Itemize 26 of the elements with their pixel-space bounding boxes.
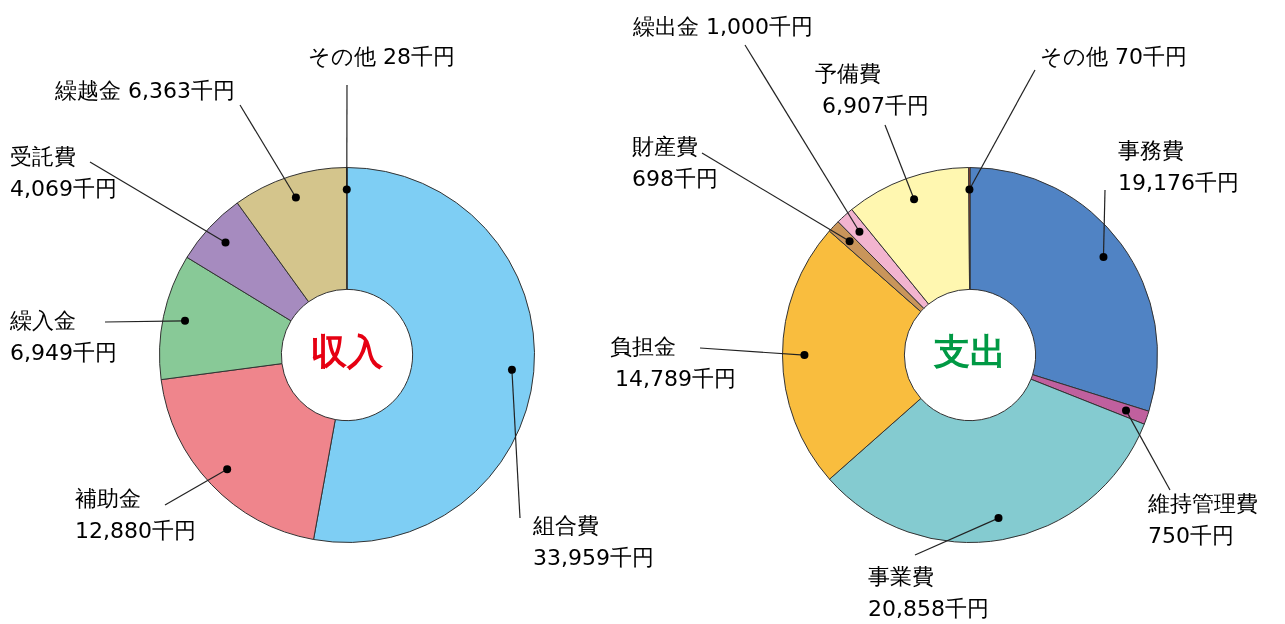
text: 収入 xyxy=(311,331,384,373)
data-label: 20,858千円 xyxy=(868,595,989,621)
data-label: 6,949千円 xyxy=(10,339,117,365)
slice-label: 組合費 xyxy=(532,512,599,538)
slice-label: 事務費 xyxy=(1118,137,1184,163)
data-label: 19,176千円 xyxy=(1118,169,1239,195)
slice-label: 繰出金 1,000千円 xyxy=(632,13,813,39)
slice-label: 予備費 xyxy=(815,60,881,86)
slice-label: 維持管理費 xyxy=(1147,490,1258,516)
data-label: 698千円 xyxy=(632,165,718,191)
slice-label: 財産費 xyxy=(632,133,698,159)
slice-label: 事業費 xyxy=(868,563,934,589)
slice-label: 繰越金 6,363千円 xyxy=(54,77,235,103)
slice-label: 補助金 xyxy=(75,485,141,511)
slice-label: 繰入金 xyxy=(9,307,76,333)
data-label: 4,069千円 xyxy=(10,175,117,201)
data-label: 33,959千円 xyxy=(533,544,654,570)
text: 支出 xyxy=(933,331,1006,373)
slice-label: その他 70千円 xyxy=(1040,43,1187,69)
data-label: 12,880千円 xyxy=(75,517,196,543)
slice-label: 受託費 xyxy=(10,143,76,169)
data-label: 750千円 xyxy=(1148,522,1234,548)
slice-label: 負担金 xyxy=(610,333,676,359)
slice-label: その他 28千円 xyxy=(308,43,455,69)
data-label: 14,789千円 xyxy=(615,365,736,391)
data-label: 6,907千円 xyxy=(822,92,929,118)
